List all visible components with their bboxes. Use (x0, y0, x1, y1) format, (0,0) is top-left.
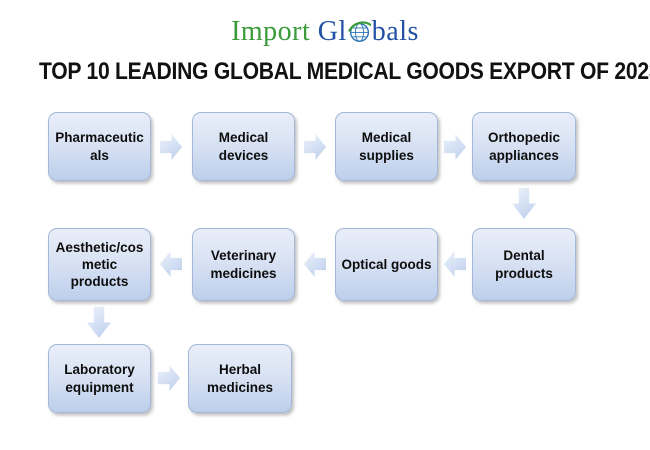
node-medical-devices: Medical devices (192, 112, 295, 181)
page-title: TOP 10 LEADING GLOBAL MEDICAL GOODS EXPO… (39, 58, 650, 85)
node-laboratory-equipment: Laboratory equipment (48, 344, 151, 413)
arrow-left-1-icon (444, 251, 466, 277)
arrow-down-2-icon (87, 307, 111, 338)
logo-import-text: Import (231, 16, 311, 47)
logo-globals-prefix: Gl (317, 16, 347, 47)
node-dental-products: Dental products (472, 228, 576, 301)
import-globals-logo: Import Gl bals (0, 16, 650, 51)
arrow-right-3-icon (444, 134, 466, 160)
arrow-right-1-icon (160, 134, 182, 160)
arrow-left-2-icon (304, 251, 326, 277)
arrow-right-4-icon (158, 365, 180, 391)
node-medical-supplies: Medical supplies (335, 112, 438, 181)
arrow-down-1-icon (512, 188, 536, 219)
node-optical-goods: Optical goods (335, 228, 438, 301)
node-orthopedic-appliances: Orthopedic appliances (472, 112, 576, 181)
node-pharmaceuticals: Pharmaceuticals (48, 112, 151, 181)
node-veterinary-medicines: Veterinary medicines (192, 228, 295, 301)
node-aesthetic-cosmetic-products: Aesthetic/cosmetic products (48, 228, 151, 301)
arrow-left-3-icon (160, 251, 182, 277)
node-herbal-medicines: Herbal medicines (188, 344, 292, 413)
arrow-right-2-icon (304, 134, 326, 160)
globe-icon (348, 19, 372, 51)
logo-globals-suffix: bals (371, 16, 419, 47)
